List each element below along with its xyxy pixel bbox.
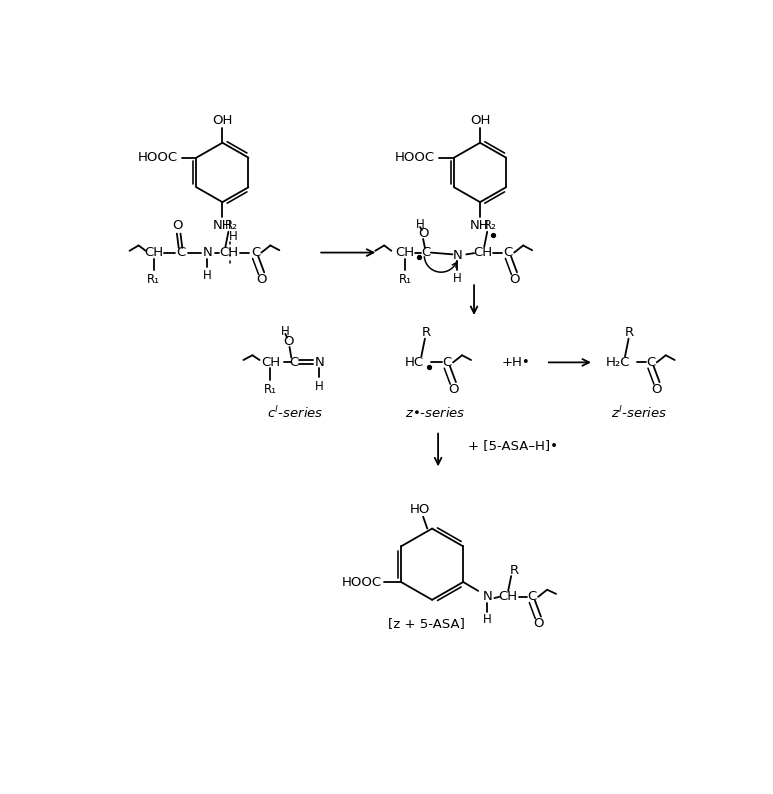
Text: O: O [283, 335, 294, 348]
Text: C: C [503, 246, 512, 259]
Text: N: N [452, 249, 462, 262]
Text: H: H [315, 380, 324, 392]
Text: O: O [533, 617, 543, 630]
Text: [z + 5-ASA]: [z + 5-ASA] [388, 617, 465, 630]
Text: HOOC: HOOC [395, 151, 435, 164]
Text: R: R [421, 326, 431, 339]
Text: R₁: R₁ [147, 273, 160, 286]
Text: R₁: R₁ [264, 383, 277, 395]
Text: + [5-ASA–H]•: + [5-ASA–H]• [468, 439, 558, 452]
Text: H₂C: H₂C [605, 356, 630, 369]
Text: NH: NH [470, 219, 490, 233]
Text: R: R [509, 564, 519, 576]
Text: C: C [442, 356, 451, 369]
Text: H: H [229, 230, 237, 243]
Text: O: O [509, 273, 519, 286]
Text: CH: CH [261, 356, 280, 369]
Text: $z•$-series: $z•$-series [405, 406, 465, 420]
Text: R₂: R₂ [225, 219, 238, 233]
Text: HC: HC [404, 356, 424, 369]
Text: HOOC: HOOC [138, 151, 178, 164]
Text: O: O [256, 273, 267, 286]
Text: HO: HO [410, 503, 431, 516]
Text: N: N [203, 246, 213, 259]
Text: R₁: R₁ [399, 273, 412, 286]
Text: O: O [652, 383, 662, 395]
Text: CH: CH [473, 246, 492, 259]
Text: H: H [483, 613, 492, 626]
Text: C: C [176, 246, 185, 259]
Text: $z^l$-series: $z^l$-series [611, 405, 667, 421]
Text: OH: OH [213, 114, 233, 127]
Text: H: H [203, 268, 212, 282]
Text: +H•: +H• [502, 356, 530, 369]
Text: C: C [290, 356, 299, 369]
Text: OH: OH [470, 114, 490, 127]
Text: H: H [416, 218, 424, 230]
Text: C: C [250, 246, 260, 259]
Text: O: O [448, 383, 458, 395]
Text: H: H [281, 325, 290, 338]
Text: R: R [625, 326, 635, 339]
Text: CH: CH [219, 246, 238, 259]
Text: N: N [482, 591, 492, 603]
Text: R₂: R₂ [484, 219, 497, 233]
Text: C: C [421, 246, 431, 259]
Text: CH: CH [499, 591, 518, 603]
Text: O: O [172, 219, 182, 233]
Text: NH: NH [213, 219, 232, 233]
Text: H: H [453, 272, 461, 284]
Text: N: N [315, 356, 325, 369]
Text: HOOC: HOOC [342, 576, 382, 588]
Text: $c^l$-series: $c^l$-series [267, 405, 324, 421]
Text: C: C [527, 591, 536, 603]
Text: CH: CH [396, 246, 414, 259]
Text: CH: CH [144, 246, 163, 259]
Text: C: C [646, 356, 656, 369]
Text: O: O [418, 227, 428, 240]
